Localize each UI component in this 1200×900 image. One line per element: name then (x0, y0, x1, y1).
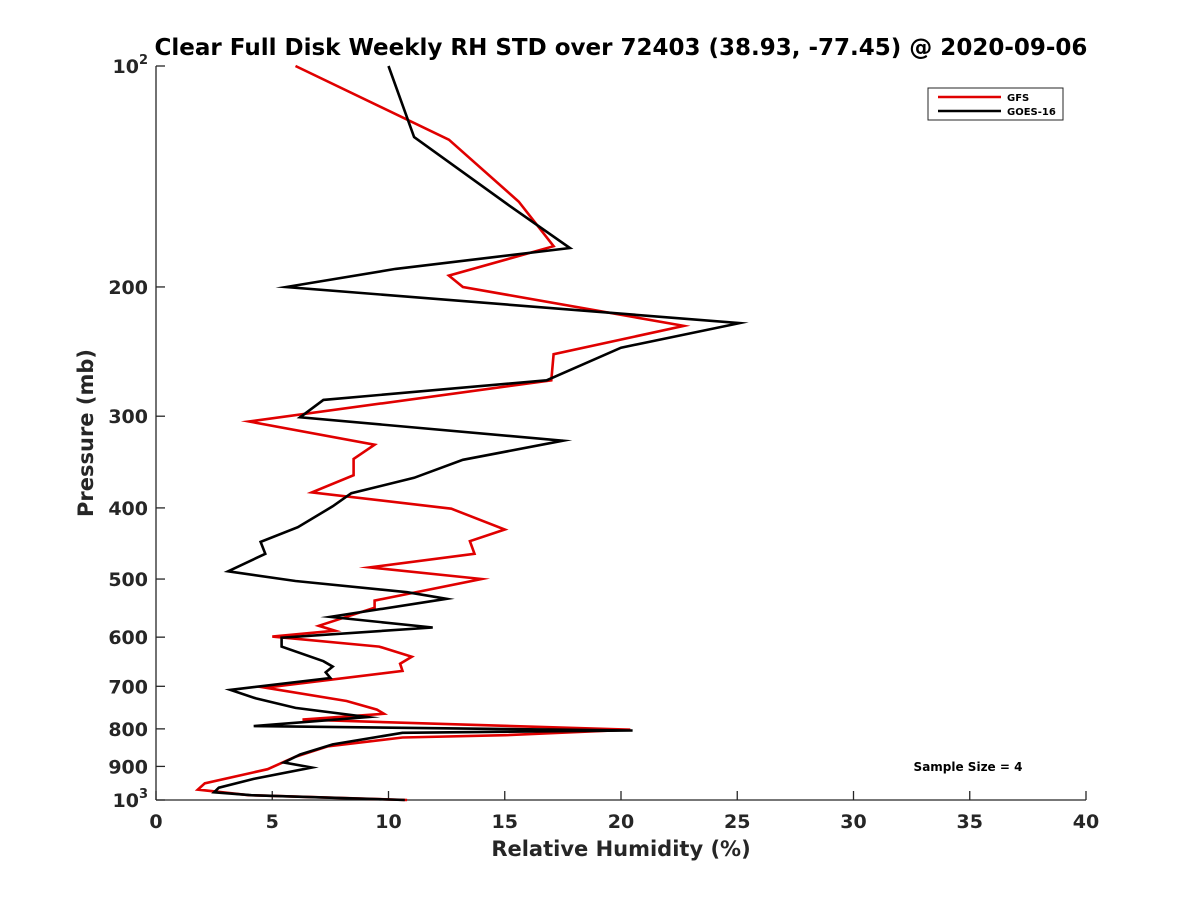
x-tick-label: 15 (492, 811, 518, 833)
plot-frame (156, 66, 1086, 800)
y-axis-title: Pressure (mb) (74, 349, 98, 517)
series-line-gfs (194, 64, 691, 802)
y-tick-label: 200 (108, 277, 148, 299)
y-tick-exponent: 2 (139, 53, 148, 68)
y-tick-label-base: 10 (113, 56, 139, 78)
series-layer (194, 64, 749, 802)
y-tick-label-base: 400 (108, 498, 148, 520)
legend-box (927, 87, 1064, 121)
y-tick-label: 400 (108, 498, 148, 520)
sample-size-annotation: Sample Size = 4 (914, 760, 1023, 774)
x-tick-label: 10 (375, 811, 401, 833)
y-tick-label: 900 (108, 756, 148, 778)
series-line-goes-16 (211, 65, 749, 802)
y-tick-label-base: 800 (108, 719, 148, 741)
y-tick-label-base: 500 (108, 569, 148, 591)
x-axis-title: Relative Humidity (%) (491, 837, 750, 861)
y-tick-exponent: 3 (139, 787, 148, 802)
chart-title: Clear Full Disk Weekly RH STD over 72403… (155, 35, 1088, 61)
x-tick-label: 25 (724, 811, 750, 833)
legend-label: GFS (1007, 93, 1029, 104)
x-tick-label: 35 (957, 811, 983, 833)
y-tick-label: 300 (108, 406, 148, 428)
legend: GFS GOES-16 (927, 87, 1064, 121)
y-tick-label: 500 (108, 569, 148, 591)
legend-items: GFS GOES-16 (938, 93, 1056, 118)
y-tick-label: 102 (113, 53, 149, 78)
x-tick-label: 5 (266, 811, 279, 833)
y-tick-label: 600 (108, 627, 148, 649)
x-tick-label: 30 (840, 811, 866, 833)
y-tick-label-base: 300 (108, 406, 148, 428)
y-tick-label-base: 900 (108, 756, 148, 778)
y-tick-label-base: 200 (108, 277, 148, 299)
plot-area: 0 5 10 15 20 25 30 35 40 10220030040050060070080… (108, 53, 1099, 833)
x-tick-label: 20 (608, 811, 634, 833)
y-tick-label: 700 (108, 676, 148, 698)
x-tick-label: 0 (149, 811, 162, 833)
legend-label: GOES-16 (1007, 107, 1056, 118)
y-tick-label-base: 10 (113, 790, 139, 812)
y-tick-label: 103 (113, 787, 149, 812)
x-tick-label: 40 (1073, 811, 1099, 833)
y-tick-label-base: 600 (108, 627, 148, 649)
y-tick-label: 800 (108, 719, 148, 741)
x-axis-ticks: 0 5 10 15 20 25 30 35 40 (149, 791, 1099, 833)
y-tick-label-base: 700 (108, 676, 148, 698)
